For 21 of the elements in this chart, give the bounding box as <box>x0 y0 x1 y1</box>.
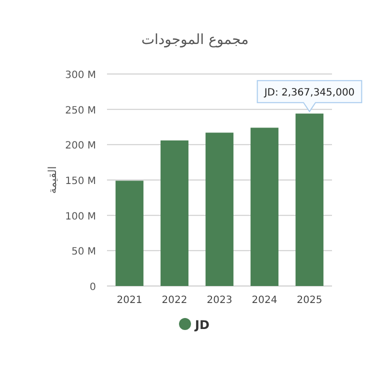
x-tick-label: 2023 <box>206 295 232 306</box>
y-tick-label: 200 M <box>65 140 96 152</box>
x-tick-label: 2025 <box>296 295 322 306</box>
y-axis-title: القيمة <box>46 166 59 194</box>
annotation: JD: 2,367,345,000 <box>263 88 355 99</box>
y-tick-label: 0 <box>90 282 96 293</box>
bar <box>160 140 188 286</box>
y-tick-label: 300 M <box>65 70 96 81</box>
x-tick-label: 2022 <box>162 295 188 306</box>
y-tick-label: 150 M <box>65 176 96 187</box>
y-tick-label: 100 M <box>65 211 96 222</box>
bar <box>206 132 234 286</box>
chart-title: مجموع الموجودات <box>141 32 249 48</box>
bar <box>116 180 144 286</box>
bar <box>296 114 324 286</box>
y-tick-label: 250 M <box>65 105 96 116</box>
x-tick-label: 2024 <box>252 295 278 306</box>
bar <box>250 128 278 286</box>
y-tick-label: 50 M <box>71 246 96 258</box>
x-tick-label: 2021 <box>116 295 142 306</box>
legend-label: JD <box>194 318 210 332</box>
